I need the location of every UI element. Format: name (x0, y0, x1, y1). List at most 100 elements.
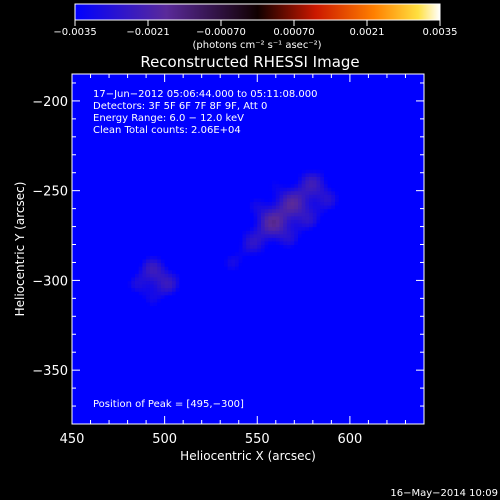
heatmap-cell (164, 384, 169, 389)
heatmap-cell (149, 136, 155, 142)
heatmap-cell (183, 370, 188, 375)
heatmap-cell (120, 330, 125, 335)
heatmap-cell (79, 172, 84, 177)
heatmap-cell (227, 416, 232, 422)
heatmap-cell (105, 323, 110, 328)
heatmap-cell (79, 194, 84, 199)
heatmap-cell (123, 366, 129, 371)
heatmap-cell (146, 384, 151, 389)
heatmap-cell (172, 104, 177, 109)
heatmap-cell (134, 115, 140, 120)
heatmap-cell (175, 176, 181, 181)
heatmap-cell (109, 140, 114, 145)
heatmap-cell (242, 370, 247, 375)
heatmap-cell (223, 205, 229, 210)
heatmap-cell (90, 305, 95, 310)
heatmap-cell (142, 348, 147, 353)
heatmap-cell (94, 269, 99, 274)
heatmap-cell (190, 291, 195, 296)
heatmap-cell (160, 355, 166, 360)
heatmap-cell (72, 136, 77, 142)
heatmap-cell (127, 75, 132, 80)
heatmap-cell (231, 420, 236, 424)
heatmap-cell (146, 190, 151, 195)
heatmap-cell (153, 284, 158, 289)
heatmap-cell (123, 118, 129, 124)
heatmap-cell (216, 144, 221, 149)
heatmap-cell (86, 366, 92, 371)
heatmap-cell (127, 319, 132, 325)
heatmap-cell (109, 355, 114, 360)
heatmap-cell (190, 151, 195, 156)
heatmap-cell (246, 197, 251, 203)
heatmap-cell (201, 262, 206, 267)
heatmap-cell (231, 165, 236, 170)
heatmap-cell (120, 118, 125, 124)
heatmap-cell (109, 233, 114, 238)
heatmap-cell (149, 248, 155, 253)
heatmap-cell (253, 165, 258, 170)
heatmap-cell (238, 154, 244, 159)
heatmap-cell (146, 416, 151, 422)
heatmap-cell (138, 262, 143, 267)
heatmap-cell (194, 97, 199, 102)
heatmap-cell (105, 90, 110, 95)
heatmap-cell (134, 190, 140, 195)
heatmap-cell (94, 240, 99, 246)
heatmap-cell (101, 251, 106, 256)
heatmap-cell (197, 230, 203, 235)
heatmap-cell (153, 161, 158, 167)
heatmap-cell (83, 151, 88, 156)
heatmap-cell (127, 323, 132, 328)
heatmap-cell (75, 122, 81, 127)
heatmap-cell (183, 284, 188, 289)
heatmap-cell (216, 133, 221, 138)
heatmap-cell (242, 301, 247, 307)
heatmap-cell (134, 93, 140, 98)
heatmap-cell (216, 126, 221, 131)
heatmap-cell (194, 352, 199, 357)
heatmap-cell (86, 75, 92, 80)
heatmap-cell (238, 258, 244, 264)
heatmap-cell (127, 176, 132, 181)
heatmap-cell (79, 212, 84, 217)
heatmap-cell (216, 176, 221, 181)
heatmap-cell (83, 323, 88, 328)
heatmap-cell (112, 352, 118, 357)
heatmap-cell (83, 341, 88, 346)
heatmap-cell (242, 176, 247, 181)
heatmap-cell (101, 294, 106, 299)
heatmap-cell (97, 82, 103, 88)
heatmap-cell (223, 359, 229, 364)
heatmap-cell (94, 226, 99, 231)
heatmap-cell (238, 373, 244, 378)
heatmap-cell (179, 413, 184, 418)
heatmap-cell (101, 391, 106, 396)
heatmap-cell (223, 362, 229, 368)
heatmap-cell (253, 161, 258, 167)
heatmap-cell (120, 309, 125, 314)
heatmap-cell (253, 237, 258, 242)
heatmap-cell (209, 287, 214, 292)
heatmap-cell (246, 380, 251, 386)
heatmap-cell (220, 291, 225, 296)
heatmap-cell (138, 352, 143, 357)
heatmap-cell (72, 305, 77, 310)
heatmap-cell (86, 233, 92, 238)
heatmap-cell (242, 79, 247, 84)
heatmap-cell (112, 194, 118, 199)
heatmap-cell (153, 298, 158, 303)
heatmap-cell (212, 291, 218, 296)
heatmap-cell (212, 323, 218, 328)
heatmap-cell (253, 251, 258, 256)
heatmap-cell (216, 406, 221, 411)
heatmap-cell (138, 197, 143, 203)
heatmap-cell (172, 97, 177, 102)
heatmap-cell (246, 348, 251, 353)
heatmap-cell (175, 151, 181, 156)
heatmap-cell (205, 226, 210, 231)
heatmap-cell (94, 190, 99, 195)
heatmap-cell (190, 179, 195, 185)
heatmap-cell (157, 413, 162, 418)
heatmap-cell (120, 212, 125, 217)
